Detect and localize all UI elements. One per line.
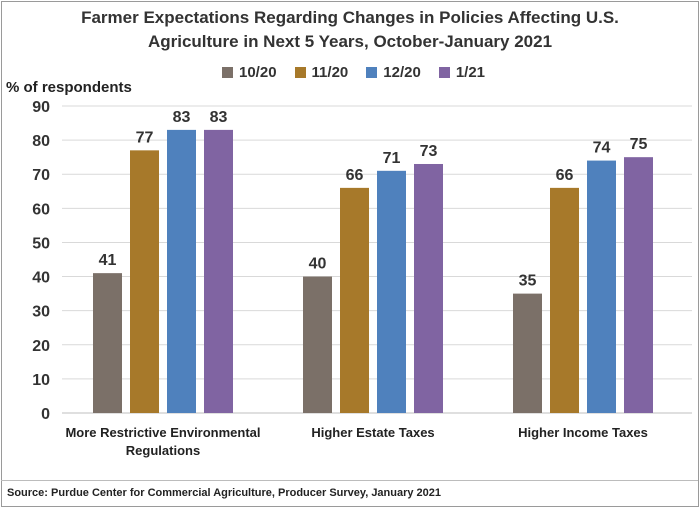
legend-label-12-20: 12/20 [383, 64, 421, 81]
bar-12-20-cat-0 [167, 129, 196, 413]
legend-label-1-21: 1/21 [455, 64, 486, 81]
data-label-1-21-cat-1: 73 [420, 143, 438, 160]
legend-swatch-1-21 [438, 67, 450, 78]
bar-10-20-cat-2 [513, 293, 542, 413]
source-divider [1, 480, 698, 481]
y-tick-label-20: 20 [32, 338, 50, 355]
legend-label-10-20: 10/20 [239, 64, 277, 81]
legend-item-1-21: 1/21 [438, 64, 486, 81]
y-tick-label-30: 30 [32, 304, 50, 321]
y-tick-label-0: 0 [41, 406, 50, 423]
bar-chart: 0 10 20 30 40 50 60 70 80 90 41 77 83 83 More Restrict… [32, 99, 692, 458]
y-tick-label-50: 50 [32, 235, 50, 252]
legend-swatch-10-20 [222, 67, 233, 78]
bar-10-20-cat-1 [303, 276, 332, 413]
data-label-11-20-cat-1: 66 [346, 167, 364, 184]
data-label-1-21-cat-0: 83 [210, 109, 228, 126]
bar-1-21-cat-0 [204, 129, 233, 413]
bar-10-20-cat-0 [93, 273, 122, 413]
legend-label-11-20: 11/20 [311, 64, 349, 81]
y-tick-label-80: 80 [32, 133, 50, 150]
bar-12-20-cat-2 [587, 160, 616, 413]
bar-11-20-cat-1 [340, 187, 369, 413]
y-tick-label-60: 60 [32, 201, 50, 218]
data-label-12-20-cat-2: 74 [593, 140, 611, 157]
x-tick-label-1: Higher Estate Taxes [311, 425, 434, 440]
y-tick-label-40: 40 [32, 270, 50, 287]
chart-title-line-2: Agriculture in Next 5 Years, October-Jan… [147, 32, 553, 51]
x-tick-label-2: Higher Income Taxes [518, 425, 648, 440]
legend-item-12-20: 12/20 [366, 64, 421, 81]
data-label-10-20-cat-0: 41 [99, 252, 117, 269]
source-note: Source: Purdue Center for Commercial Agr… [7, 487, 442, 499]
y-tick-label-70: 70 [32, 167, 50, 184]
bar-1-21-cat-1 [414, 163, 443, 413]
legend-swatch-12-20 [366, 67, 378, 78]
data-label-1-21-cat-2: 75 [630, 136, 648, 153]
legend: 10/20 11/20 12/20 1/21 [222, 64, 485, 81]
y-tick-label-90: 90 [32, 99, 50, 116]
data-label-11-20-cat-0: 77 [136, 129, 154, 146]
bar-1-21-cat-2 [624, 157, 653, 413]
data-label-12-20-cat-0: 83 [173, 109, 191, 126]
data-label-12-20-cat-1: 71 [383, 150, 401, 167]
y-axis-label: % of respondents [6, 79, 132, 96]
data-label-11-20-cat-2: 66 [556, 167, 574, 184]
bar-11-20-cat-2 [550, 187, 579, 413]
data-label-10-20-cat-1: 40 [309, 256, 327, 273]
legend-swatch-11-20 [294, 67, 306, 78]
chart-title-line-1: Farmer Expectations Regarding Changes in… [81, 8, 619, 27]
y-tick-label-10: 10 [32, 372, 50, 389]
x-tick-label-0: More Restrictive Environmental [65, 425, 260, 440]
bar-12-20-cat-1 [377, 170, 406, 413]
legend-item-11-20: 11/20 [294, 64, 349, 81]
x-tick-label-0-line-2: Regulations [126, 443, 200, 458]
data-label-10-20-cat-2: 35 [519, 273, 537, 290]
legend-item-10-20: 10/20 [222, 64, 277, 81]
bar-11-20-cat-0 [130, 150, 159, 413]
